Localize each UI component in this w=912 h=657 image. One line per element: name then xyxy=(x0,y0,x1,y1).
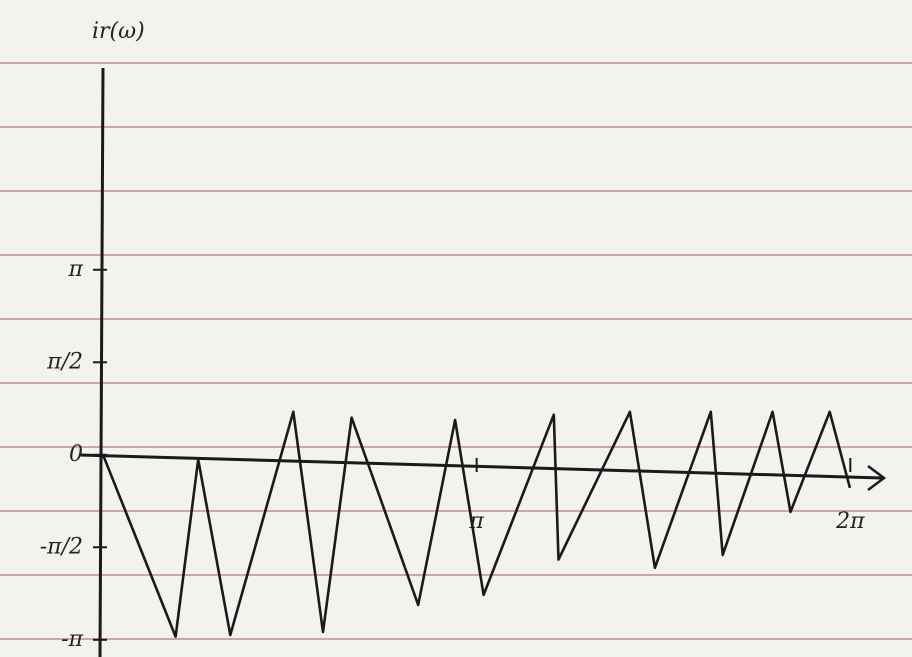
y-tick-label: π/2 xyxy=(46,349,83,374)
chart: ir(ω) ππ/20-π/2-ππ2π xyxy=(0,0,912,657)
y-tick-label: -π xyxy=(61,627,83,652)
page: ir(ω) ππ/20-π/2-ππ2π (() => { const data… xyxy=(0,0,912,657)
y-tick-label: -π/2 xyxy=(40,534,83,559)
x-tick-label: 2π xyxy=(835,509,865,534)
y-tick-label: 0 xyxy=(69,442,83,467)
y-tick-label: π xyxy=(68,257,84,282)
y-axis-label: ir(ω) xyxy=(92,19,145,44)
